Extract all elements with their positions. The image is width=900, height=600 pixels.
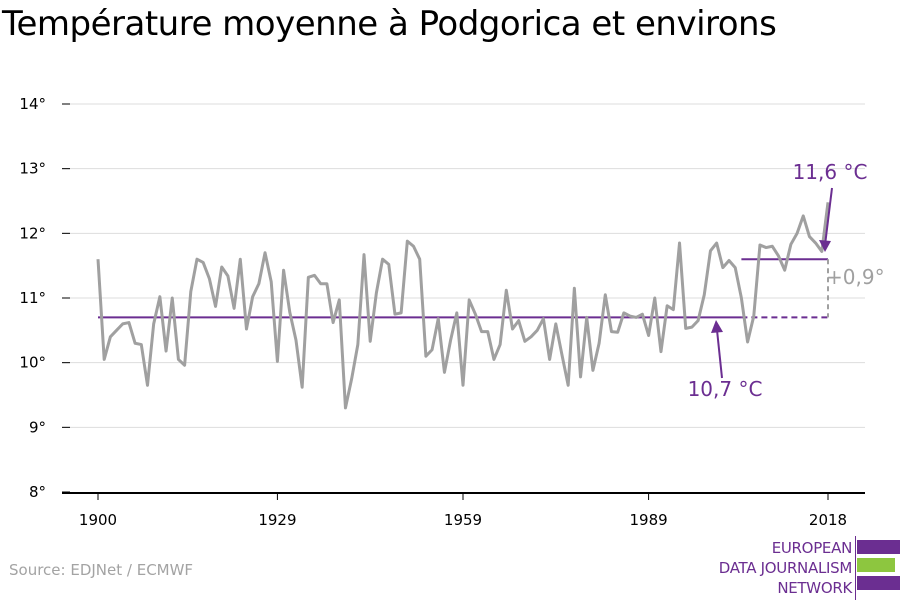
- logo-bar-middle: [857, 558, 895, 572]
- y-tick-label: 14°: [19, 95, 46, 113]
- x-tick-label: 1900: [79, 511, 117, 529]
- edjnet-logo: EUROPEAN DATA JOURNALISM NETWORK: [710, 536, 900, 600]
- annotation-century-mean: 10,7 °C: [688, 377, 763, 401]
- temperature-series-line: [96, 202, 830, 410]
- annotation-difference: +0,9°: [826, 265, 885, 289]
- logo-line-2: DATA JOURNALISM: [718, 559, 853, 577]
- y-tick-label: 11°: [19, 289, 46, 307]
- annotation-recent-mean: 11,6 °C: [793, 160, 868, 184]
- y-tick-label: 9°: [29, 418, 46, 436]
- y-tick-label: 13°: [19, 160, 46, 178]
- y-tick-label: 12°: [19, 224, 46, 242]
- annotation-arrow-recent: [824, 187, 833, 246]
- logo-line-1: EUROPEAN: [771, 539, 853, 557]
- annotation-arrowhead-century: [711, 320, 723, 333]
- logo-rule: [855, 536, 856, 600]
- x-tick-label: 1989: [629, 511, 667, 529]
- logo-line-3: NETWORK: [777, 579, 852, 597]
- annotation-arrowhead-recent: [819, 240, 831, 252]
- logo-bar-top: [857, 540, 900, 554]
- source-note: Source: EDJNet / ECMWF: [9, 561, 194, 579]
- annotation-arrow-century: [716, 329, 723, 379]
- y-tick-label: 10°: [19, 354, 46, 372]
- logo-bar-bottom: [857, 576, 900, 590]
- y-tick-label: 8°: [29, 483, 46, 501]
- x-tick-label: 2018: [809, 511, 847, 529]
- x-tick-label: 1959: [444, 511, 482, 529]
- chart-title: Température moyenne à Podgorica et envir…: [2, 4, 777, 44]
- x-tick-label: 1929: [258, 511, 296, 529]
